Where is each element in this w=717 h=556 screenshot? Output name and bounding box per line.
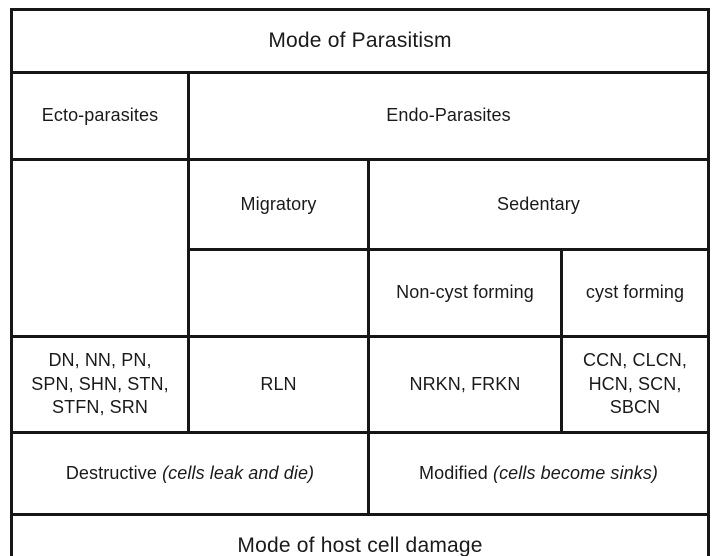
ecto-empty-cell bbox=[10, 158, 190, 338]
modified-note: (cells become sinks) bbox=[492, 462, 659, 483]
mode-of-host-cell-damage-footer: Mode of host cell damage bbox=[9, 513, 711, 556]
row-cyst-type: Non-cyst forming cyst forming bbox=[12, 248, 711, 338]
parasitism-classification-table: Mode of Parasitism Ecto-parasites Endo-P… bbox=[9, 8, 711, 556]
sedentary-cell: Sedentary bbox=[366, 158, 711, 251]
row-footer: Mode of host cell damage bbox=[9, 513, 711, 556]
migratory-species-cell: RLN bbox=[187, 335, 370, 434]
endo-parasites-cell: Endo-Parasites bbox=[186, 71, 711, 161]
row-parasite-type: Ecto-parasites Endo-Parasites bbox=[10, 71, 711, 161]
destructive-cell: Destructive (cells leak and die) bbox=[10, 431, 370, 516]
modified-cell: Modified (cells become sinks) bbox=[366, 431, 711, 516]
destructive-label: Destructive bbox=[65, 462, 157, 483]
row-title: Mode of Parasitism bbox=[9, 8, 711, 74]
row-damage-mode: Destructive (cells leak and die) Modifie… bbox=[10, 431, 711, 516]
ecto-parasites-cell: Ecto-parasites bbox=[10, 71, 190, 161]
migratory-empty-cell bbox=[187, 248, 370, 338]
destructive-note: (cells leak and die) bbox=[162, 462, 315, 483]
non-cyst-species-cell: NRKN, FRKN bbox=[367, 335, 563, 434]
migratory-cell: Migratory bbox=[187, 158, 370, 251]
row-mobility: Migratory Sedentary bbox=[10, 158, 711, 338]
cyst-species-cell: CCN, CLCN, HCN, SCN, SBCN bbox=[559, 335, 711, 434]
row-species: DN, NN, PN, SPN, SHN, STN, STFN, SRN RLN… bbox=[10, 335, 711, 434]
modified-label: Modified bbox=[419, 462, 488, 483]
mode-of-parasitism-header: Mode of Parasitism bbox=[9, 8, 711, 74]
cyst-forming-cell: cyst forming bbox=[559, 248, 711, 338]
ecto-species-cell: DN, NN, PN, SPN, SHN, STN, STFN, SRN bbox=[10, 335, 190, 434]
non-cyst-forming-cell: Non-cyst forming bbox=[367, 248, 563, 338]
